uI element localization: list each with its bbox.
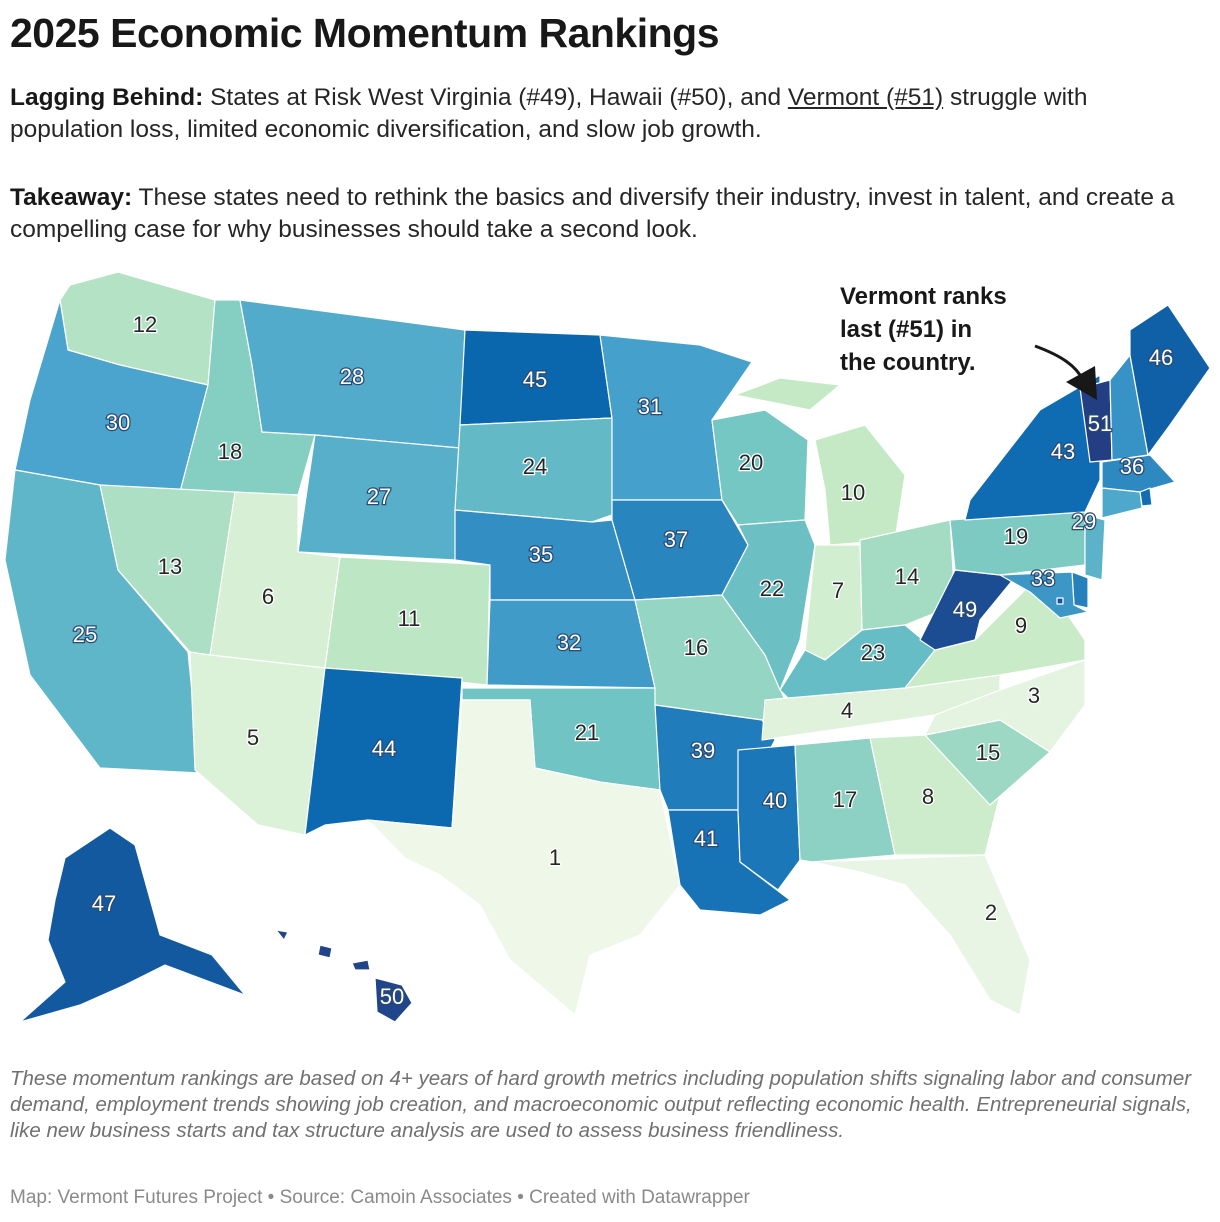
rank-label-ms: 40: [763, 788, 787, 813]
lagging-text: States at Risk West Virginia (#49), Hawa…: [210, 84, 782, 111]
state-labels: 1230251813282765114445243532211313716394…: [72, 311, 1175, 1011]
state-tx[interactable]: [367, 699, 681, 1016]
takeaway-label: Takeaway:: [10, 184, 133, 211]
us-choropleth-map: 1230251813282765114445243532211313716394…: [4, 271, 1211, 1023]
rank-label-va: 9: [1015, 613, 1027, 638]
state-nc[interactable]: [924, 659, 1086, 753]
methodology-footnote: These momentum rankings are based on 4+ …: [10, 1067, 1192, 1142]
rank-label-ma: 36: [1120, 454, 1144, 479]
rank-label-sc: 15: [976, 740, 1000, 765]
annotation-line-1: Vermont ranks: [840, 283, 1007, 310]
annotation-line-2: last (#51) in: [840, 316, 973, 343]
vermont-arrow: [1034, 344, 1097, 400]
rank-label-az: 5: [247, 725, 259, 750]
rank-label-tn: 4: [841, 698, 853, 723]
rank-label-mt: 28: [340, 364, 364, 389]
vermont-link[interactable]: Vermont (#51): [787, 84, 944, 111]
rank-label-nv: 13: [158, 554, 182, 579]
rank-label-ny: 43: [1051, 439, 1075, 464]
rank-label-ks: 32: [557, 630, 581, 655]
rank-label-nd: 45: [523, 367, 547, 392]
rank-label-me: 46: [1149, 345, 1173, 370]
rank-label-ak: 47: [92, 891, 116, 916]
annotation-line-3: the country.: [840, 349, 976, 376]
rank-label-wv: 49: [953, 597, 977, 622]
state-al[interactable]: [794, 737, 896, 863]
state-dc[interactable]: [1056, 597, 1064, 605]
vermont-annotation: Vermont ranks last (#51) in the country.: [840, 280, 1007, 379]
rank-label-oh: 14: [895, 564, 919, 589]
state-ak[interactable]: [19, 827, 246, 1023]
rank-label-la: 41: [694, 826, 718, 851]
state-sd[interactable]: [454, 417, 613, 523]
rank-label-ia: 37: [664, 527, 688, 552]
rank-label-wa: 12: [133, 312, 157, 337]
rank-label-ct: 29: [1072, 509, 1096, 534]
takeaway-text: These states need to rethink the basics …: [10, 184, 1175, 243]
rank-label-ne: 35: [529, 542, 553, 567]
rank-label-co: 11: [398, 606, 421, 631]
rank-label-ar: 39: [691, 738, 715, 763]
rank-label-ca: 25: [73, 622, 97, 647]
rank-label-md: 33: [1031, 566, 1055, 591]
rank-label-il: 22: [760, 576, 784, 601]
state-hi[interactable]: [275, 929, 413, 1023]
rank-label-nc: 3: [1028, 683, 1040, 708]
rank-label-ok: 21: [575, 720, 599, 745]
rank-label-nm: 44: [372, 736, 396, 761]
state-me[interactable]: [1129, 304, 1211, 456]
lagging-label: Lagging Behind:: [10, 84, 204, 111]
rank-label-mi: 10: [841, 480, 865, 505]
source-credit: Map: Vermont Futures Project • Source: C…: [10, 1187, 750, 1208]
rank-label-hi: 50: [380, 984, 404, 1009]
rank-label-id: 18: [218, 439, 242, 464]
rank-label-wi: 20: [739, 450, 763, 475]
rank-label-vt: 51: [1088, 411, 1112, 436]
rank-label-ky: 23: [861, 640, 885, 665]
state-md[interactable]: [999, 571, 1089, 619]
state-fl[interactable]: [811, 854, 1031, 1016]
lagging-paragraph: Lagging Behind: States at Risk West Virg…: [10, 82, 1200, 146]
state-ct[interactable]: [1101, 487, 1143, 519]
rank-label-tx: 1: [549, 845, 561, 870]
state-ny[interactable]: [964, 374, 1101, 521]
rank-label-fl: 2: [985, 900, 997, 925]
rank-label-or: 30: [106, 410, 130, 435]
takeaway-paragraph: Takeaway: These states need to rethink t…: [10, 182, 1200, 246]
state-oh[interactable]: [859, 519, 956, 631]
rank-label-mo: 16: [684, 635, 708, 660]
chart-title: 2025 Economic Momentum Rankings: [10, 10, 720, 56]
rank-label-pa: 19: [1004, 524, 1028, 549]
rank-label-al: 17: [833, 787, 857, 812]
rank-label-mn: 31: [638, 394, 662, 419]
state-ga[interactable]: [869, 734, 1001, 856]
rank-label-wy: 27: [367, 484, 391, 509]
lagging-rest: struggle with population loss, limited e…: [10, 84, 1088, 143]
rank-label-in: 7: [832, 578, 844, 603]
states-layer: [4, 271, 1211, 1023]
rank-label-ut: 6: [262, 584, 274, 609]
rank-label-ga: 8: [922, 784, 934, 809]
state-nj[interactable]: [1084, 514, 1106, 581]
state-ma[interactable]: [1101, 454, 1176, 493]
rank-label-sd: 24: [523, 454, 547, 479]
